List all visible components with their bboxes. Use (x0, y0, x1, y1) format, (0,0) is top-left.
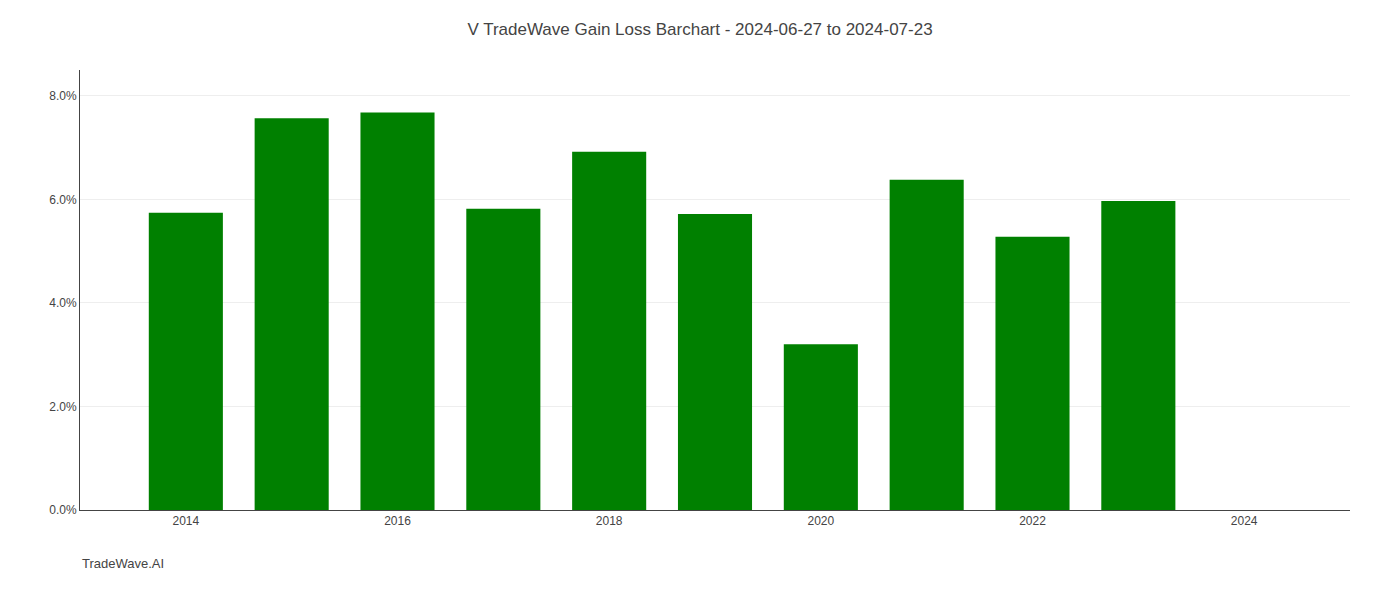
svg-text:6.0%: 6.0% (49, 193, 77, 207)
svg-text:2014: 2014 (172, 514, 199, 528)
svg-text:8.0%: 8.0% (49, 89, 77, 103)
svg-text:2018: 2018 (596, 514, 623, 528)
svg-text:TradeWave.AI: TradeWave.AI (82, 556, 164, 571)
svg-text:V TradeWave Gain Loss Barchart: V TradeWave Gain Loss Barchart - 2024-06… (467, 20, 932, 39)
svg-text:2016: 2016 (384, 514, 411, 528)
svg-text:0.0%: 0.0% (49, 503, 77, 517)
svg-text:2.0%: 2.0% (49, 400, 77, 414)
svg-text:2024: 2024 (1231, 514, 1258, 528)
svg-text:2022: 2022 (1019, 514, 1046, 528)
svg-text:4.0%: 4.0% (49, 296, 77, 310)
svg-text:2020: 2020 (807, 514, 834, 528)
